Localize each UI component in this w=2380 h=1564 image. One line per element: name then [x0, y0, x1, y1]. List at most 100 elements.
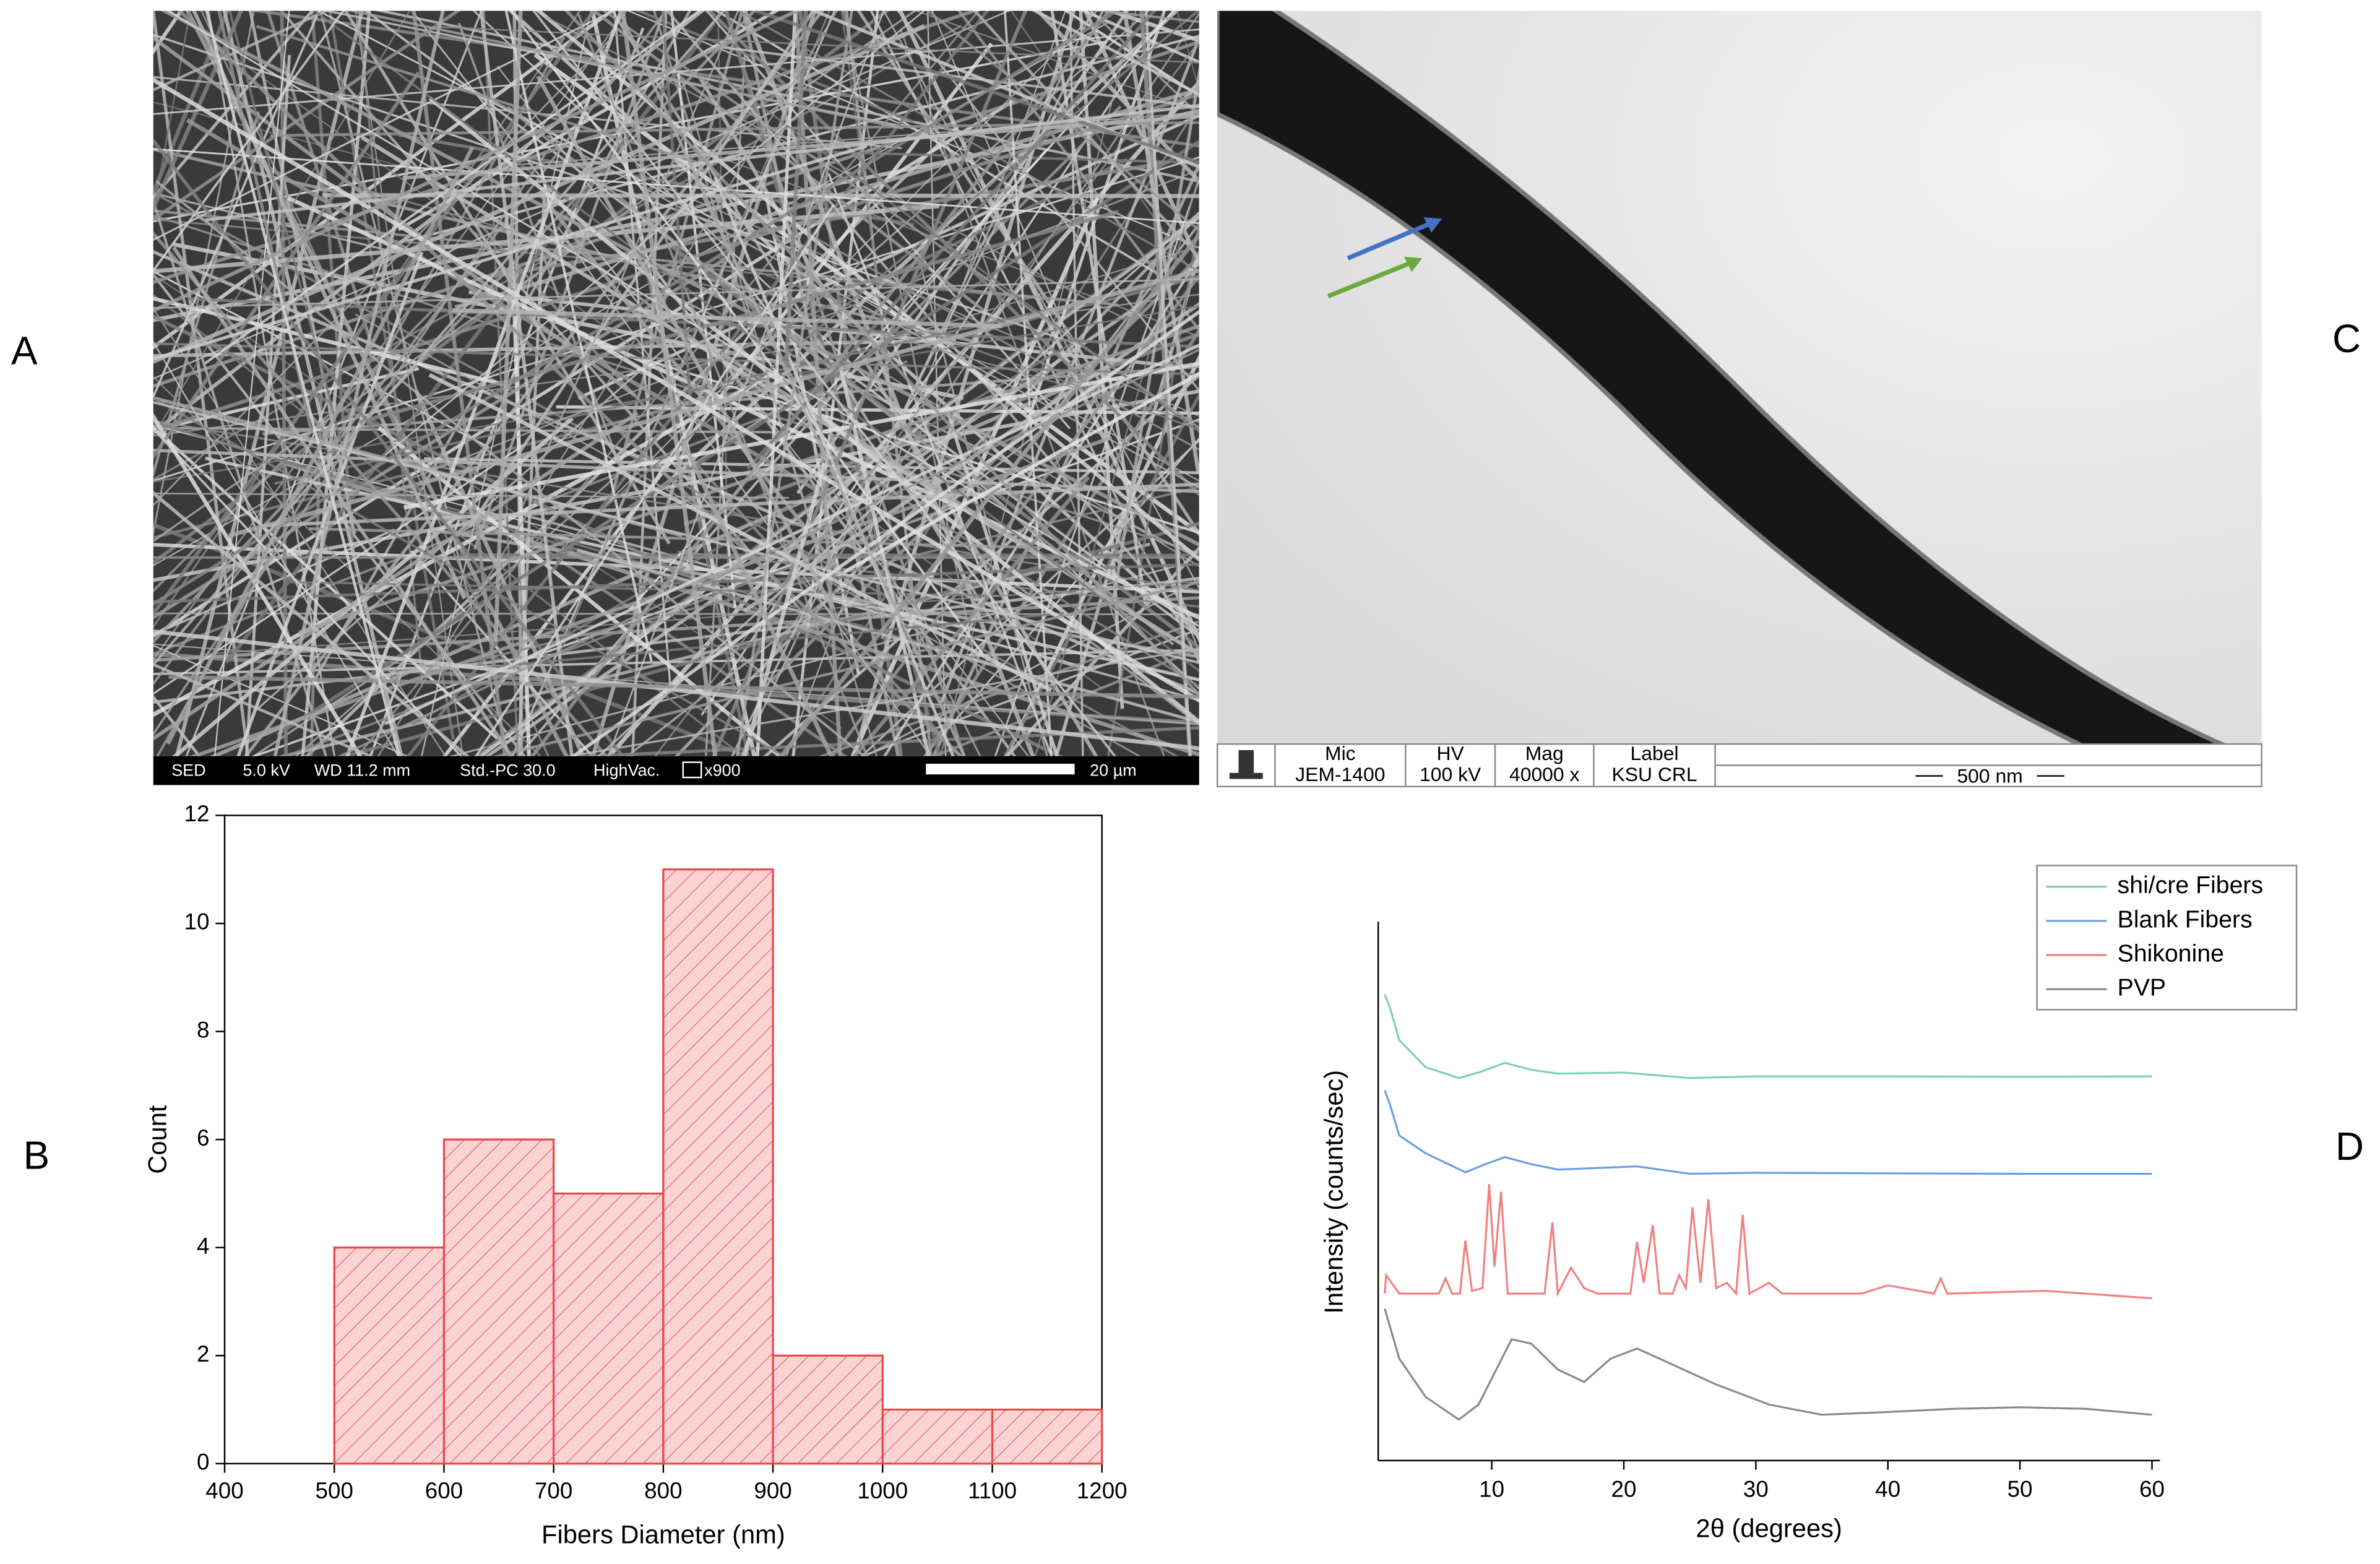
sem-fiber — [723, 11, 966, 756]
x-tick-label: 600 — [425, 1478, 463, 1503]
sem-fiber — [914, 11, 1199, 113]
sem-info: SED — [171, 761, 205, 779]
sem-fiber — [153, 11, 330, 92]
legend-label: Shikonine — [2118, 940, 2224, 967]
sem-fiber — [153, 543, 1199, 594]
sem-fiber — [670, 11, 737, 608]
sem-fiber — [856, 11, 1199, 537]
sem-fiber — [153, 102, 493, 191]
sem-fiber — [483, 11, 519, 756]
sem-fiber — [817, 620, 1199, 756]
sem-fiber — [153, 11, 802, 313]
sem-fiber — [205, 104, 1199, 222]
sem-fiber — [153, 376, 542, 756]
sem-fiber — [536, 76, 834, 608]
sem-fiber — [410, 550, 594, 756]
sem-fiber — [153, 278, 1199, 309]
panel-label: A — [11, 329, 38, 373]
sem-fiber — [153, 11, 461, 222]
sem-fiber — [153, 24, 926, 365]
legend-box — [2036, 865, 2298, 1011]
sem-fiber — [273, 11, 445, 756]
sem-fiber — [153, 272, 527, 756]
y-tick-label: 8 — [197, 1017, 209, 1042]
sem-fiber — [452, 308, 1002, 329]
sem-fiber — [746, 11, 1157, 470]
sem-fiber — [545, 16, 1129, 321]
sem-fiber — [398, 133, 915, 227]
legend-label: shi/cre Fibers — [2118, 871, 2263, 899]
tem-info-grid — [1274, 744, 2262, 787]
sem-fiber — [348, 184, 1199, 423]
sem-fiber — [1089, 11, 1199, 117]
panel-label: D — [2335, 1124, 2364, 1169]
sem-fiber — [644, 358, 1199, 534]
blue-arrow-head — [1423, 217, 1442, 233]
sem-fiber — [756, 11, 797, 756]
sem-fiber — [153, 11, 321, 400]
sem-info: Std.-PC 30.0 — [460, 761, 555, 779]
sem-fiber — [172, 246, 514, 756]
sem-fiber — [256, 25, 697, 164]
sem-fiber — [247, 11, 1199, 148]
x-tick-label: 30 — [1743, 1477, 1769, 1502]
sem-fiber — [629, 11, 1175, 610]
sem-fiber — [532, 11, 1117, 756]
sem-fiber — [153, 444, 525, 695]
sem-fiber — [153, 412, 363, 756]
sem-fiber — [428, 97, 1199, 725]
sem-fiber — [153, 148, 1199, 225]
sem-fiber — [153, 400, 1199, 665]
sem-fiber — [681, 439, 834, 756]
sem-fiber — [244, 54, 291, 756]
y-axis-label: Count — [143, 1105, 172, 1174]
sem-fiber — [153, 492, 789, 499]
sem-fiber — [337, 348, 1199, 756]
sem-fiber — [707, 11, 1199, 497]
panel-label: C — [2332, 316, 2361, 361]
sem-fiber — [1089, 11, 1199, 24]
tem-value: 40000 x — [1509, 763, 1579, 785]
sem-fiber — [153, 644, 409, 756]
x-tick-label: 60 — [2139, 1477, 2165, 1502]
sem-fiber — [384, 11, 926, 456]
tem-header: Label — [1631, 742, 1679, 764]
sem-fiber — [410, 11, 684, 363]
sem-fiber — [536, 246, 1199, 448]
sem-fiber — [973, 11, 1199, 260]
sem-fiber — [590, 11, 757, 756]
sem-fiber — [555, 726, 1199, 756]
sem-fiber — [153, 629, 1199, 751]
sem-fiber — [153, 663, 375, 756]
sem-fiber — [153, 529, 395, 636]
sem-fiber — [355, 11, 464, 756]
sem-fiber — [253, 326, 691, 713]
y-tick-label: 4 — [197, 1233, 209, 1258]
sem-fiber — [514, 527, 848, 756]
sem-fiber — [153, 411, 639, 741]
y-axis-label: Intensity (counts/sec) — [1319, 1070, 1348, 1314]
tem-scale-label: 500 nm — [1957, 765, 2022, 787]
sem-fiber — [939, 11, 1137, 756]
sem-fiber — [474, 611, 1064, 670]
sem-fiber — [923, 437, 1199, 756]
sem-fiber — [153, 249, 1199, 696]
sem-fiber — [778, 231, 1199, 756]
sem-fiber — [153, 694, 202, 756]
sem-fiber — [153, 11, 410, 438]
sem-fiber — [377, 426, 783, 756]
sem-fiber — [843, 371, 1199, 574]
x-tick-label: 1200 — [1077, 1478, 1127, 1503]
sem-fiber — [491, 581, 1199, 756]
green-arrow-head — [1403, 256, 1423, 272]
sem-fiber — [228, 11, 342, 443]
bar — [442, 1138, 555, 1465]
sem-fiber — [168, 675, 1199, 699]
sem-scale-label: 20 µm — [1090, 761, 1137, 779]
sem-fiber — [346, 11, 903, 130]
sem-fiber — [726, 80, 1199, 433]
sem-fiber — [153, 293, 745, 756]
x-axis-label: Fibers Diameter (nm) — [541, 1520, 785, 1549]
sem-fiber — [570, 309, 1199, 756]
